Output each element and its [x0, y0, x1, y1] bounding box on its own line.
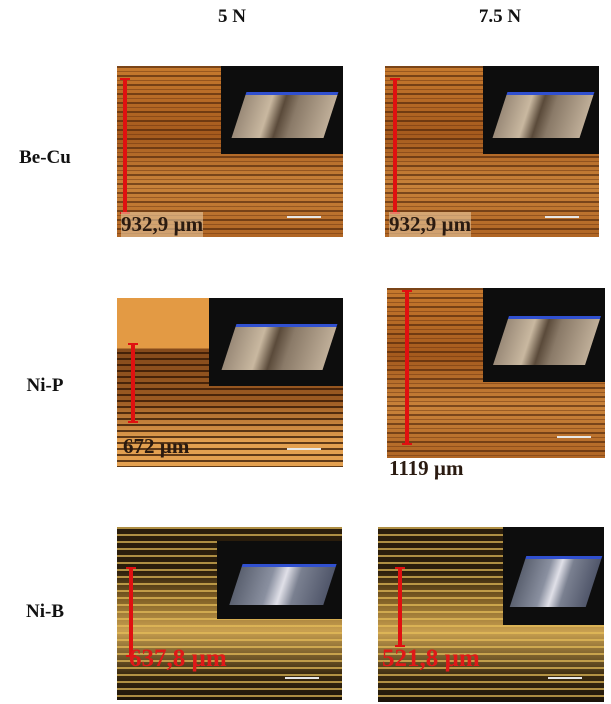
micrograph — [387, 288, 605, 458]
measure-bar — [393, 78, 397, 214]
figure: 5 N 7.5 N Be-Cu Ni-P Ni-B 932,9 µm 932,9… — [0, 0, 611, 704]
row-label: Ni-P — [0, 375, 90, 397]
scale-bar — [285, 677, 319, 679]
scale-bar — [557, 436, 591, 438]
scale-bar — [287, 448, 321, 450]
profile-inset — [483, 288, 605, 382]
profile-inset — [209, 298, 343, 386]
measurement: 932,9 µm — [389, 212, 471, 237]
micrograph: 637,8 µm — [117, 527, 342, 700]
measurement: 637,8 µm — [129, 645, 227, 673]
profile-inset — [483, 66, 599, 154]
measurement: 1119 µm — [389, 456, 464, 481]
measurement: 932,9 µm — [121, 212, 203, 237]
row-label: Be-Cu — [0, 147, 90, 169]
measure-bar — [123, 78, 127, 214]
measure-bar — [129, 567, 133, 657]
measure-bar — [405, 290, 409, 445]
profile-inset — [221, 66, 343, 154]
profile-inset — [503, 527, 604, 625]
measurement: 521,8 µm — [382, 645, 480, 673]
column-header: 5 N — [192, 6, 272, 28]
scale-bar — [287, 216, 321, 218]
measure-bar — [398, 567, 402, 647]
measurement: 672 µm — [123, 434, 189, 459]
micrograph: 672 µm — [117, 298, 343, 467]
scale-bar — [545, 216, 579, 218]
scale-bar — [548, 677, 582, 679]
measure-bar — [131, 343, 135, 423]
row-label: Ni-B — [0, 601, 90, 623]
micrograph: 932,9 µm — [117, 66, 343, 237]
micrograph: 932,9 µm — [385, 66, 599, 237]
column-header: 7.5 N — [460, 6, 540, 28]
profile-inset — [217, 541, 342, 619]
micrograph: 521,8 µm — [378, 527, 604, 702]
